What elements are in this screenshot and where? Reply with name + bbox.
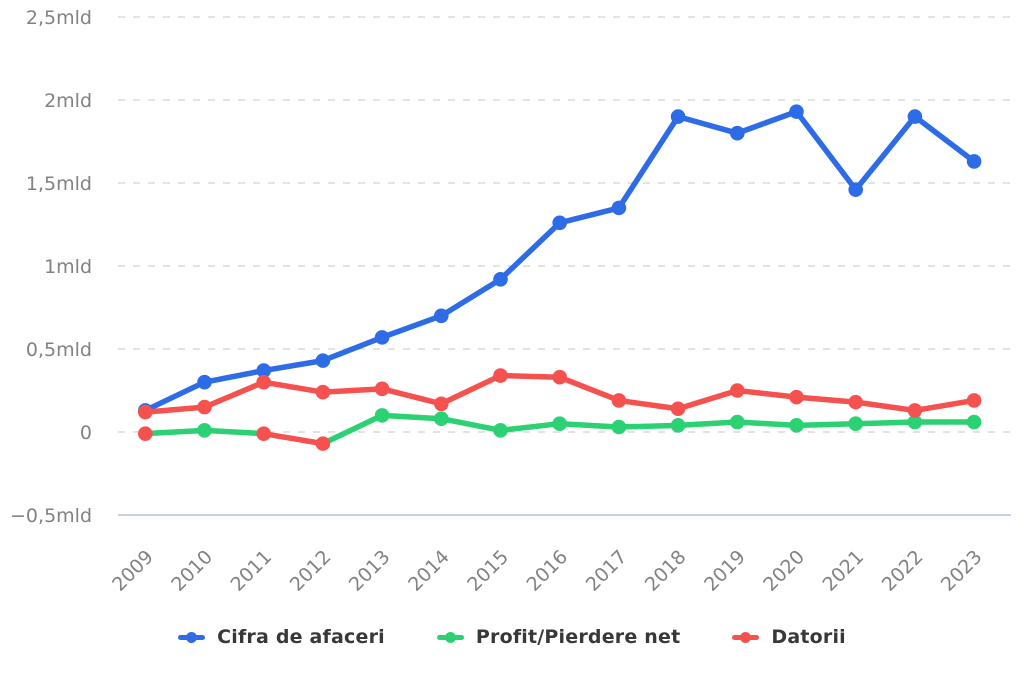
data-point-datorii-2017[interactable]: [611, 393, 627, 408]
legend-label: Datorii: [771, 626, 846, 648]
series-profit-pierdere-net-segment: [320, 412, 385, 447]
series-cifra-de-afaceri-line: [142, 108, 977, 414]
series-profit-pierdere-net-segment: [379, 412, 445, 422]
data-point-cifra-de-afaceri-2010[interactable]: [197, 374, 212, 390]
series-profit-pierdere-net-segment: [556, 420, 622, 430]
x-axis-tick-label: 2022: [878, 546, 928, 596]
series-profit-pierdere-net-segment: [142, 427, 208, 437]
series-profit-pierdere-net-segment: [438, 415, 504, 434]
data-point-profit-pierdere-net-2020[interactable]: [789, 418, 804, 433]
data-point-datorii-2023[interactable]: [966, 393, 982, 408]
data-point-cifra-de-afaceri-2016[interactable]: [552, 215, 567, 231]
data-point-profit-pierdere-net-2022[interactable]: [907, 414, 923, 430]
legend-item-cifra-de-afaceri[interactable]: Cifra de afaceri: [178, 626, 385, 648]
x-axis-tick-label: 2010: [167, 546, 217, 596]
y-axis-tick-label: 1mld: [44, 256, 92, 278]
x-axis-tick-label: 2012: [286, 546, 336, 596]
x-axis-tick-label: 2016: [522, 546, 572, 596]
series-profit-pierdere-net-segment: [793, 420, 859, 429]
series-profit-pierdere-net-segment: [201, 427, 267, 437]
data-point-datorii-2020[interactable]: [789, 389, 804, 405]
x-axis-tick-label: 2011: [226, 546, 276, 596]
data-point-datorii-2016[interactable]: [552, 369, 567, 385]
data-point-cifra-de-afaceri-2023[interactable]: [966, 154, 982, 169]
data-point-cifra-de-afaceri-2021[interactable]: [848, 182, 863, 197]
y-axis-tick-label: 2,5mld: [26, 7, 92, 29]
y-axis-tick-label: 2mld: [44, 90, 92, 112]
series-profit-pierdere-net-segment: [616, 422, 681, 430]
y-axis-tick-label: −0,5mld: [10, 505, 92, 527]
data-point-datorii-2021[interactable]: [848, 394, 863, 410]
legend-label: Cifra de afaceri: [217, 626, 385, 648]
data-point-profit-pierdere-net-2011[interactable]: [256, 426, 272, 441]
legend-item-datorii[interactable]: Datorii: [732, 626, 846, 648]
x-axis-tick-label: 2019: [700, 546, 750, 596]
series-profit-pierdere-net-segment: [497, 420, 563, 434]
data-point-profit-pierdere-net-2021[interactable]: [848, 416, 863, 432]
series-profit-pierdere-net-segment: [260, 430, 326, 447]
data-point-cifra-de-afaceri-2014[interactable]: [434, 308, 449, 324]
y-axis-tick-label: 1,5mld: [26, 173, 92, 195]
x-axis-tick-label: 2018: [641, 546, 691, 596]
y-axis-tick-label: 0: [80, 422, 92, 444]
chart-legend: Cifra de afaceri Profit/Pierdere net Dat…: [0, 612, 1024, 662]
data-point-cifra-de-afaceri-2012[interactable]: [315, 353, 331, 368]
x-axis-tick-label: 2009: [108, 546, 158, 596]
x-axis-tick-label: 2023: [937, 546, 987, 596]
data-point-profit-pierdere-net-2019[interactable]: [730, 414, 745, 430]
data-point-cifra-de-afaceri-2018[interactable]: [670, 109, 686, 124]
data-point-cifra-de-afaceri-2022[interactable]: [907, 109, 923, 124]
data-point-profit-pierdere-net-2012[interactable]: [315, 436, 331, 451]
data-point-profit-pierdere-net-2014[interactable]: [434, 411, 449, 427]
x-axis-tick-label: 2020: [759, 546, 809, 596]
data-point-cifra-de-afaceri-2017[interactable]: [611, 200, 627, 216]
data-point-datorii-2022[interactable]: [907, 403, 923, 418]
x-axis-tick-label: 2017: [582, 546, 632, 596]
data-point-datorii-2015[interactable]: [493, 368, 508, 383]
data-point-cifra-de-afaceri-2019[interactable]: [730, 125, 745, 141]
line-marker-icon: [732, 631, 760, 644]
series-profit-pierdere-net-segment: [734, 419, 800, 429]
line-marker-icon: [436, 631, 464, 644]
data-point-datorii-2009[interactable]: [138, 404, 153, 420]
series-profit-pierdere-net-segment: [852, 419, 918, 427]
data-point-cifra-de-afaceri-2011[interactable]: [256, 363, 272, 378]
data-point-profit-pierdere-net-2009[interactable]: [138, 426, 153, 441]
legend-item-profit-pierdere-net[interactable]: Profit/Pierdere net: [436, 626, 681, 648]
data-point-datorii-2018[interactable]: [670, 401, 686, 417]
data-point-datorii-2012[interactable]: [315, 384, 331, 400]
line-marker-icon: [178, 631, 206, 644]
series-profit-pierdere-net-segment: [675, 419, 741, 429]
data-point-cifra-de-afaceri-2020[interactable]: [789, 104, 804, 119]
x-axis-tick-label: 2015: [463, 546, 513, 596]
x-axis-tick-label: 2014: [404, 546, 454, 596]
data-point-profit-pierdere-net-2018[interactable]: [670, 418, 686, 433]
data-point-datorii-2013[interactable]: [374, 381, 390, 397]
data-point-cifra-de-afaceri-2015[interactable]: [493, 271, 508, 287]
data-point-profit-pierdere-net-2010[interactable]: [197, 423, 212, 438]
data-point-datorii-2019[interactable]: [730, 383, 745, 398]
x-axis-tick-label: 2013: [345, 546, 395, 596]
data-point-datorii-2014[interactable]: [434, 396, 449, 412]
data-point-datorii-2010[interactable]: [197, 399, 212, 415]
data-point-cifra-de-afaceri-2013[interactable]: [374, 330, 390, 345]
data-point-profit-pierdere-net-2023[interactable]: [966, 414, 982, 430]
data-point-profit-pierdere-net-2016[interactable]: [552, 416, 567, 432]
legend-label: Profit/Pierdere net: [475, 626, 681, 648]
y-axis-tick-label: 0,5mld: [26, 339, 92, 361]
data-point-profit-pierdere-net-2017[interactable]: [611, 419, 627, 435]
x-axis-tick-label: 2021: [818, 546, 868, 596]
data-point-profit-pierdere-net-2015[interactable]: [493, 423, 508, 438]
data-point-profit-pierdere-net-2013[interactable]: [374, 408, 390, 423]
data-point-datorii-2011[interactable]: [256, 374, 272, 390]
